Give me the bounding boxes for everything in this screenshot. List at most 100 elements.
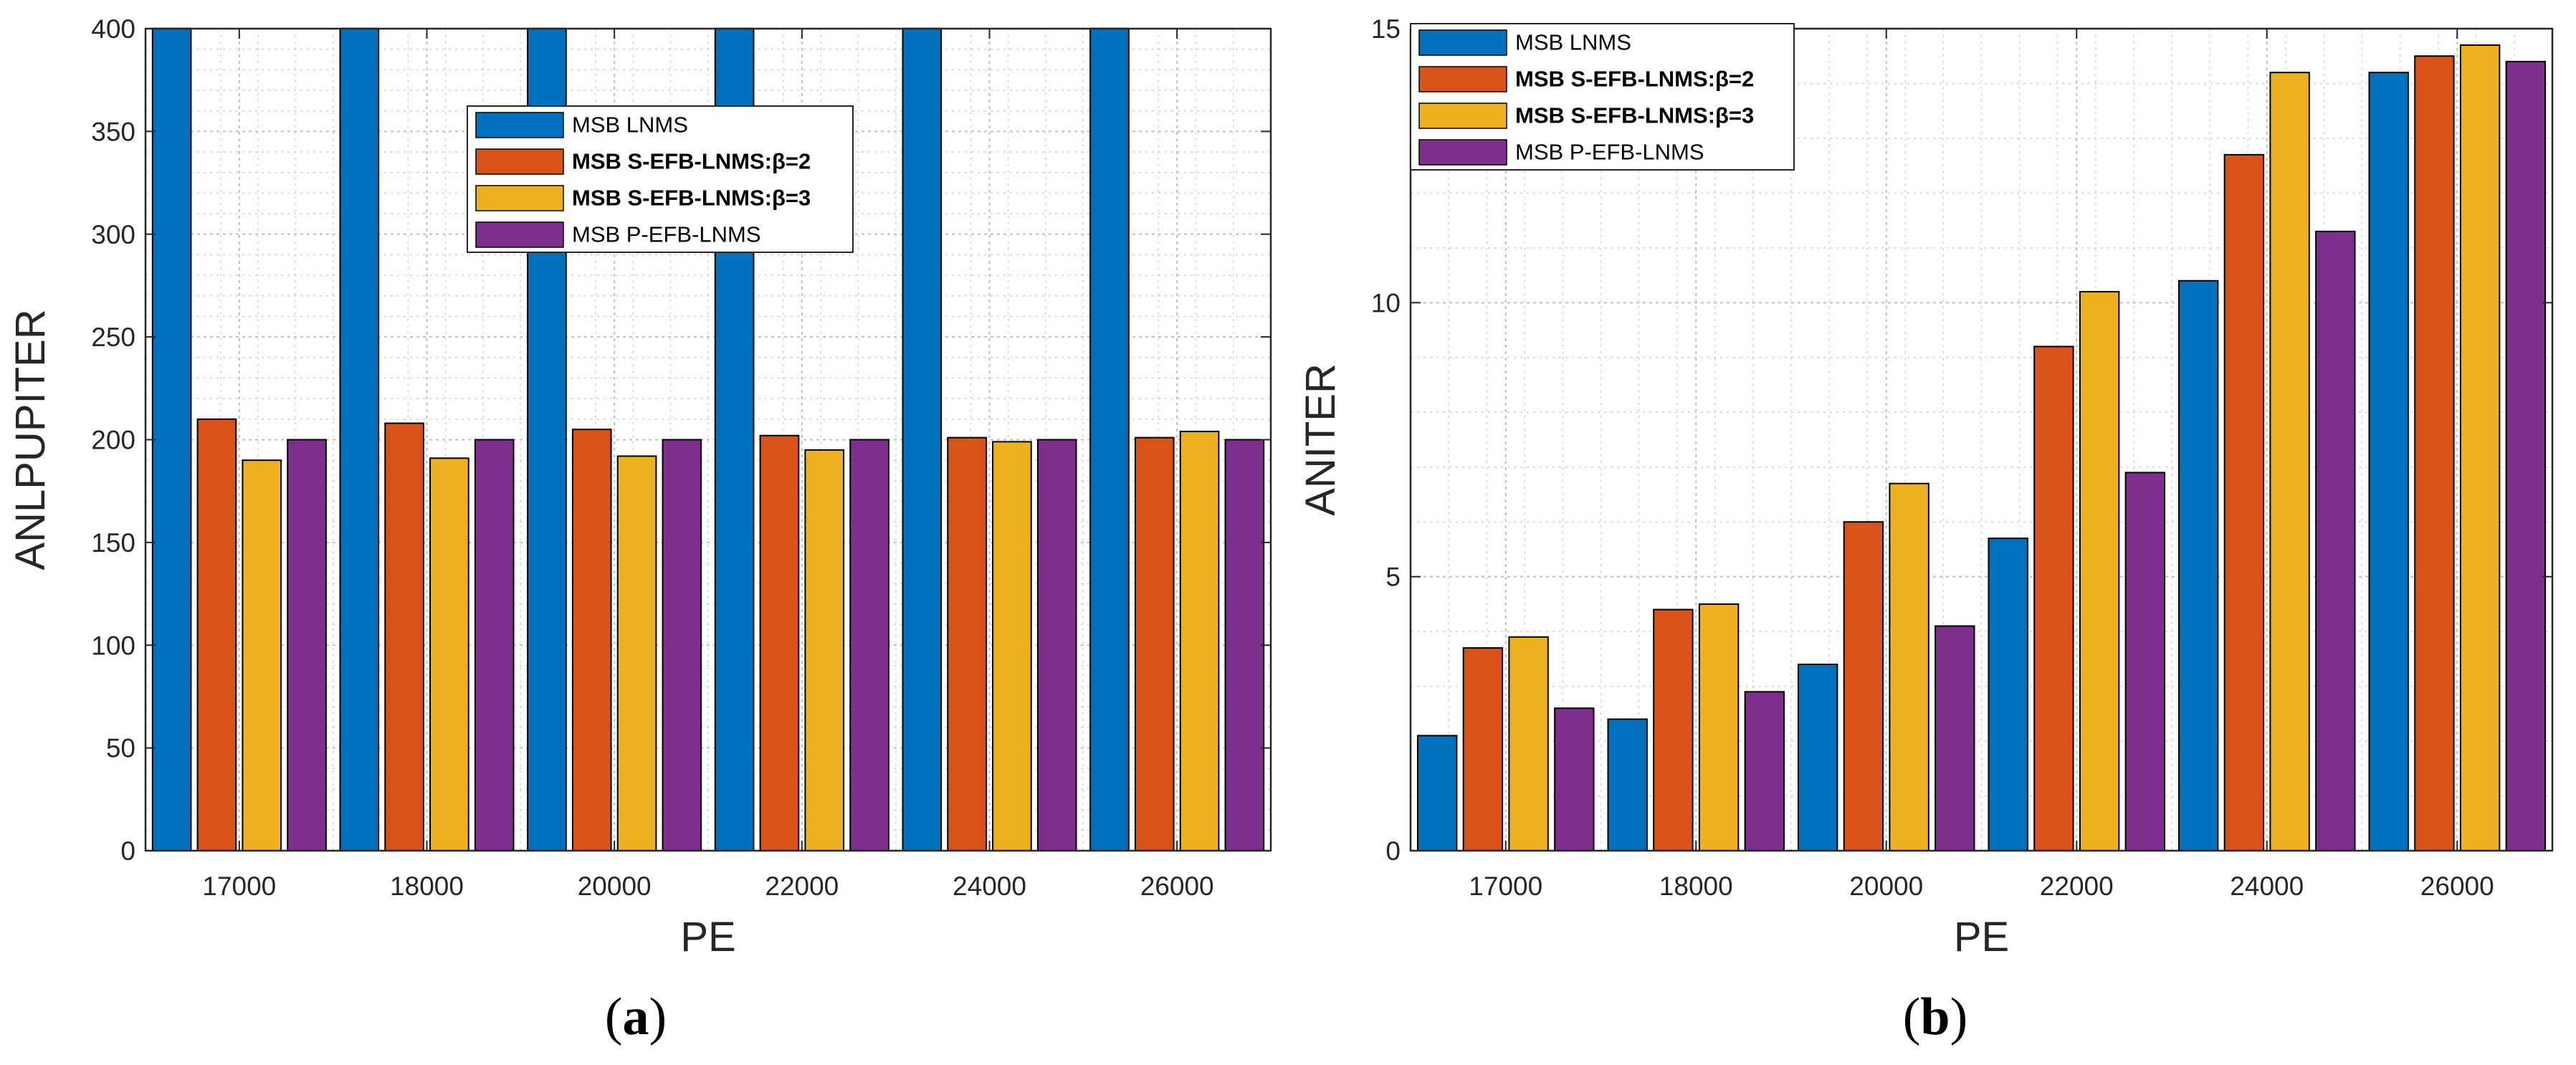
bar-msb-lnms-18000 xyxy=(1607,718,1648,851)
x-tick-label: 26000 xyxy=(2420,871,2494,901)
axes-frame xyxy=(1409,27,2554,852)
y-tick-label: 150 xyxy=(91,528,135,558)
bar-msb-s-efb-lnms-2-22000 xyxy=(759,434,800,851)
legend: MSB LNMS MSB S-EFB-LNMS:β=2 MSB S-EFB-LNMS… xyxy=(1410,23,1795,171)
bar-msb-lnms-20000 xyxy=(1797,664,1838,851)
bar-msb-lnms-26000 xyxy=(1089,28,1130,851)
bar-msb-s-efb-lnms-2-17000 xyxy=(1462,647,1504,851)
y-tick-label: 100 xyxy=(91,631,135,660)
bar-msb-s-efb-lnms-3-20000 xyxy=(616,455,657,851)
bar-msb-lnms-18000 xyxy=(339,28,380,851)
bar-msb-p-efb-lnms-18000 xyxy=(474,439,515,851)
bars xyxy=(1416,44,2547,852)
legend-entry-label: MSB S-EFB-LNMS:β=3 xyxy=(572,186,811,211)
x-axis-label: PE xyxy=(1954,914,2009,960)
x-axis: 17000 18000 20000 22000 24000 26000 xyxy=(1469,29,2494,901)
y-axis: 0 50 100 150 200 250 300 350 400 xyxy=(91,14,1271,866)
x-tick-label: 26000 xyxy=(1140,871,1214,901)
bar-msb-p-efb-lnms-17000 xyxy=(287,439,327,851)
legend-entry-label: MSB LNMS xyxy=(572,113,688,138)
x-axis-label: PE xyxy=(680,914,735,960)
chart-panel-a: 0 50 100 150 200 250 300 350 400 17000 18000 20000 2… xyxy=(7,14,1272,1046)
panel-label: (a) xyxy=(605,988,667,1046)
y-tick-label: 50 xyxy=(106,734,135,763)
y-tick-label: 5 xyxy=(1385,563,1401,592)
legend-swatch xyxy=(1418,139,1507,166)
bar-msb-p-efb-lnms-24000 xyxy=(1036,439,1077,851)
bar-msb-s-efb-lnms-3-26000 xyxy=(1179,431,1220,851)
y-tick-label: 300 xyxy=(91,220,135,249)
bar-msb-s-efb-lnms-3-17000 xyxy=(242,459,282,851)
x-tick-label: 24000 xyxy=(2230,871,2304,901)
x-tick-label: 18000 xyxy=(390,871,464,901)
bar-msb-lnms-24000 xyxy=(2177,280,2219,852)
bar-msb-p-efb-lnms-26000 xyxy=(2505,60,2547,851)
bar-msb-s-efb-lnms-3-24000 xyxy=(992,441,1032,851)
bar-msb-p-efb-lnms-22000 xyxy=(2124,472,2166,851)
legend-entry-label: MSB P-EFB-LNMS xyxy=(572,222,761,247)
bar-msb-s-efb-lnms-3-20000 xyxy=(1889,482,1929,851)
x-tick-label: 20000 xyxy=(1849,871,1923,901)
legend-swatch xyxy=(1418,29,1507,56)
legend-swatch xyxy=(475,221,564,248)
bar-msb-s-efb-lnms-2-18000 xyxy=(384,422,424,851)
y-axis: 0 5 10 15 xyxy=(1371,14,2552,866)
x-tick-label: 17000 xyxy=(1469,871,1542,901)
y-tick-label: 200 xyxy=(91,426,135,455)
y-tick-label: 15 xyxy=(1371,14,1401,44)
bar-msb-lnms-22000 xyxy=(1988,538,2028,851)
y-tick-label: 0 xyxy=(120,836,135,866)
x-tick-label: 18000 xyxy=(1659,871,1733,901)
legend-swatch xyxy=(1418,66,1507,92)
bar-msb-s-efb-lnms-2-20000 xyxy=(1843,521,1884,851)
bar-msb-p-efb-lnms-17000 xyxy=(1554,707,1595,851)
chart-panel-b: 0 5 10 15 17000 18000 20000 22000 24000 26000 PE AN… xyxy=(1297,14,2554,1046)
legend-swatch xyxy=(475,185,564,211)
bar-msb-p-efb-lnms-18000 xyxy=(1744,691,1785,851)
bar-msb-s-efb-lnms-2-24000 xyxy=(947,436,987,851)
bar-msb-s-efb-lnms-2-24000 xyxy=(2223,153,2265,851)
bar-msb-s-efb-lnms-2-18000 xyxy=(1653,608,1694,852)
y-tick-label: 0 xyxy=(1385,836,1401,866)
bar-msb-s-efb-lnms-3-24000 xyxy=(2269,72,2310,851)
legend-entry-label: MSB S-EFB-LNMS:β=3 xyxy=(1515,103,1754,128)
panel-label: (b) xyxy=(1903,988,1967,1046)
x-tick-label: 22000 xyxy=(2040,871,2114,901)
y-axis-label: ANLPUPITER xyxy=(7,309,54,570)
bar-msb-s-efb-lnms-3-22000 xyxy=(804,449,845,851)
legend-entry-label: MSB LNMS xyxy=(1515,30,1631,55)
legend: MSB LNMS MSB S-EFB-LNMS:β=2 MSB S-EFB-LNMS… xyxy=(467,105,854,253)
bar-msb-p-efb-lnms-20000 xyxy=(1935,625,1975,852)
bar-msb-s-efb-lnms-2-26000 xyxy=(1134,436,1175,851)
x-tick-label: 22000 xyxy=(765,871,839,901)
bar-msb-s-efb-lnms-2-22000 xyxy=(2033,345,2074,851)
legend-entry-label: MSB S-EFB-LNMS:β=2 xyxy=(572,149,811,174)
bar-msb-s-efb-lnms-3-18000 xyxy=(1698,603,1740,852)
bar-msb-p-efb-lnms-26000 xyxy=(1224,439,1265,851)
bar-msb-s-efb-lnms-2-20000 xyxy=(571,429,612,851)
x-tick-label: 24000 xyxy=(953,871,1026,901)
bar-msb-s-efb-lnms-2-26000 xyxy=(2414,55,2455,852)
legend-entry-label: MSB S-EFB-LNMS:β=2 xyxy=(1515,67,1754,92)
legend-swatch xyxy=(475,148,564,175)
y-tick-label: 350 xyxy=(91,117,135,146)
x-tick-label: 17000 xyxy=(202,871,276,901)
bar-msb-s-efb-lnms-3-18000 xyxy=(429,457,469,851)
bar-msb-s-efb-lnms-2-17000 xyxy=(196,418,237,851)
bar-msb-p-efb-lnms-22000 xyxy=(849,439,889,851)
bar-msb-lnms-26000 xyxy=(2368,72,2409,851)
x-tick-label: 20000 xyxy=(578,871,652,901)
bar-msb-s-efb-lnms-3-17000 xyxy=(1508,636,1549,852)
legend-swatch xyxy=(475,112,564,138)
bar-msb-p-efb-lnms-20000 xyxy=(662,439,702,851)
legend-entry-label: MSB P-EFB-LNMS xyxy=(1515,140,1704,165)
y-tick-label: 250 xyxy=(91,323,135,352)
x-axis: 17000 18000 20000 22000 24000 26000 xyxy=(202,29,1214,901)
bar-msb-lnms-17000 xyxy=(1416,735,1458,852)
legend-swatch xyxy=(1418,102,1507,129)
y-tick-label: 10 xyxy=(1371,288,1401,317)
bar-msb-lnms-17000 xyxy=(151,28,192,851)
bar-msb-s-efb-lnms-3-22000 xyxy=(2079,291,2120,852)
y-tick-label: 400 xyxy=(91,14,135,44)
